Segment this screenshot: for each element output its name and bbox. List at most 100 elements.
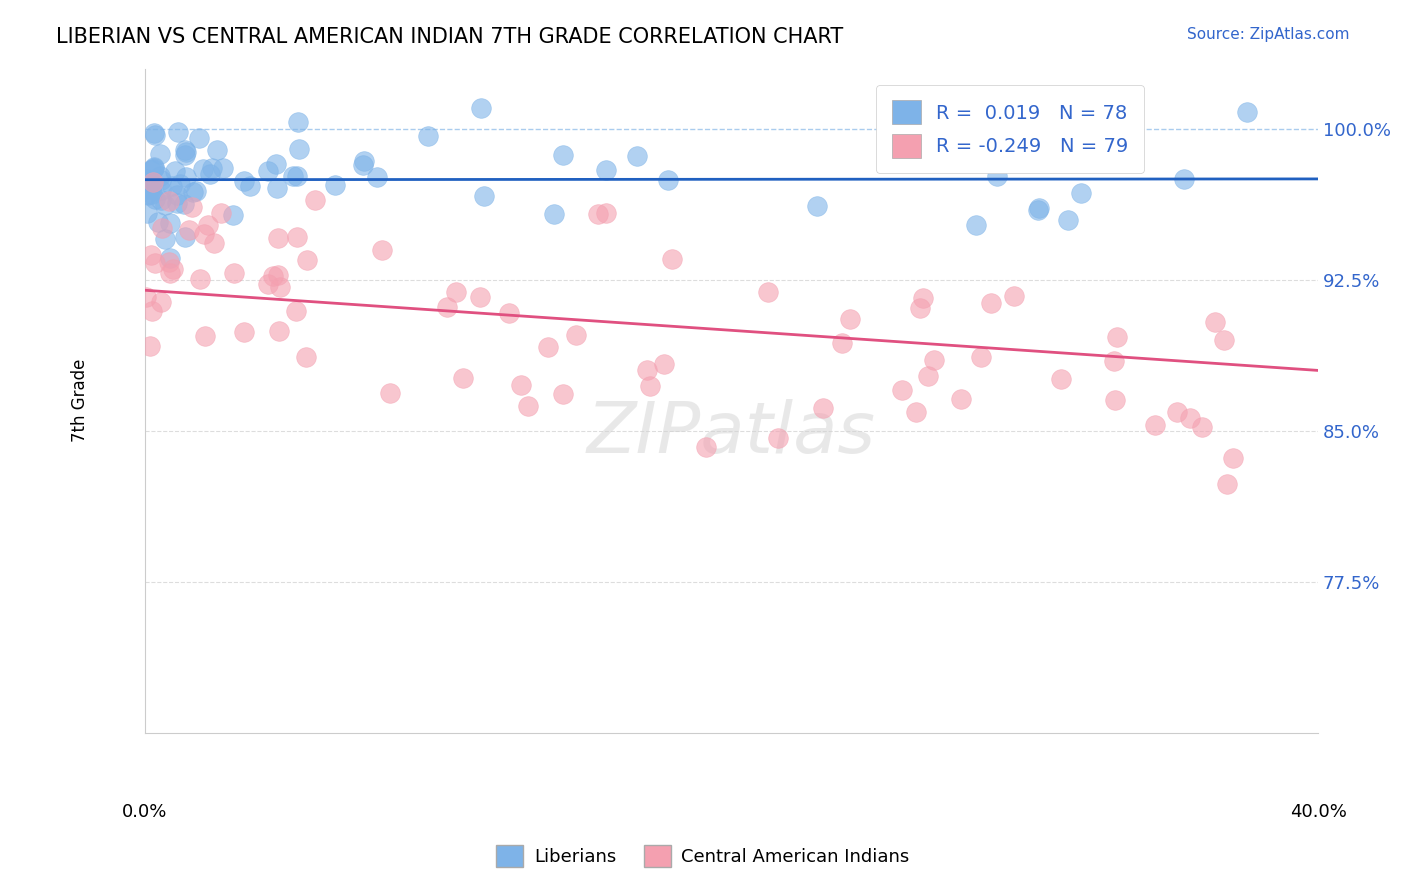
Liberians bbox=[141, 186, 163, 201]
Central American Indians bbox=[756, 285, 779, 299]
Liberians bbox=[257, 164, 280, 178]
Central American Indians bbox=[177, 223, 200, 237]
Central American Indians bbox=[766, 431, 789, 445]
Liberians bbox=[1236, 104, 1258, 119]
Central American Indians bbox=[910, 301, 932, 315]
Liberians bbox=[143, 192, 166, 206]
Liberians bbox=[159, 216, 181, 230]
Liberians bbox=[288, 142, 311, 156]
Liberians bbox=[142, 160, 165, 174]
Text: 40.0%: 40.0% bbox=[1289, 803, 1347, 821]
Central American Indians bbox=[378, 386, 401, 401]
Central American Indians bbox=[1050, 372, 1073, 386]
Liberians bbox=[181, 185, 204, 199]
Liberians bbox=[174, 145, 197, 159]
Central American Indians bbox=[188, 272, 211, 286]
Central American Indians bbox=[831, 336, 853, 351]
Liberians bbox=[166, 196, 188, 211]
Liberians bbox=[232, 174, 254, 188]
Liberians bbox=[153, 232, 176, 246]
Central American Indians bbox=[209, 206, 232, 220]
Central American Indians bbox=[586, 207, 609, 221]
Liberians bbox=[285, 169, 308, 183]
Liberians bbox=[986, 169, 1008, 183]
Liberians bbox=[174, 147, 197, 161]
Central American Indians bbox=[269, 280, 291, 294]
Central American Indians bbox=[537, 341, 560, 355]
Liberians bbox=[353, 154, 375, 169]
Central American Indians bbox=[150, 221, 173, 235]
Central American Indians bbox=[262, 268, 284, 283]
Text: 0.0%: 0.0% bbox=[122, 803, 167, 821]
Central American Indians bbox=[595, 206, 617, 220]
Central American Indians bbox=[510, 378, 533, 392]
Central American Indians bbox=[267, 268, 290, 282]
Central American Indians bbox=[157, 254, 180, 268]
Central American Indians bbox=[162, 262, 184, 277]
Central American Indians bbox=[436, 300, 458, 314]
Central American Indians bbox=[661, 252, 683, 266]
Liberians bbox=[159, 252, 181, 266]
Liberians bbox=[142, 126, 165, 140]
Central American Indians bbox=[838, 312, 860, 326]
Liberians bbox=[135, 174, 157, 188]
Central American Indians bbox=[295, 253, 318, 268]
Central American Indians bbox=[139, 339, 162, 353]
Liberians bbox=[239, 179, 262, 194]
Central American Indians bbox=[891, 383, 914, 397]
Liberians bbox=[201, 161, 224, 176]
Liberians bbox=[281, 169, 304, 183]
Liberians bbox=[1026, 203, 1049, 218]
Liberians bbox=[163, 164, 186, 178]
Central American Indians bbox=[181, 200, 204, 214]
Central American Indians bbox=[371, 243, 394, 257]
Central American Indians bbox=[295, 350, 318, 364]
Central American Indians bbox=[142, 175, 165, 189]
Central American Indians bbox=[1143, 418, 1166, 433]
Liberians bbox=[553, 148, 575, 162]
Central American Indians bbox=[285, 230, 308, 244]
Central American Indians bbox=[470, 290, 492, 304]
Liberians bbox=[149, 194, 172, 208]
Liberians bbox=[626, 149, 648, 163]
Central American Indians bbox=[1222, 450, 1244, 465]
Liberians bbox=[146, 215, 169, 229]
Liberians bbox=[264, 156, 287, 170]
Legend: Liberians, Central American Indians: Liberians, Central American Indians bbox=[489, 838, 917, 874]
Liberians bbox=[323, 178, 346, 192]
Central American Indians bbox=[444, 285, 467, 299]
Liberians bbox=[352, 158, 374, 172]
Central American Indians bbox=[267, 231, 290, 245]
Central American Indians bbox=[143, 256, 166, 270]
Liberians bbox=[472, 189, 495, 203]
Text: Source: ZipAtlas.com: Source: ZipAtlas.com bbox=[1187, 27, 1350, 42]
Text: ZIPatlas: ZIPatlas bbox=[586, 400, 876, 468]
Central American Indians bbox=[197, 218, 219, 232]
Liberians bbox=[135, 187, 157, 202]
Central American Indians bbox=[950, 392, 973, 406]
Liberians bbox=[191, 162, 214, 177]
Liberians bbox=[136, 188, 159, 202]
Liberians bbox=[287, 115, 309, 129]
Central American Indians bbox=[1191, 419, 1213, 434]
Central American Indians bbox=[193, 227, 215, 241]
Liberians bbox=[149, 147, 172, 161]
Central American Indians bbox=[135, 290, 157, 304]
Central American Indians bbox=[157, 194, 180, 208]
Liberians bbox=[166, 187, 188, 202]
Central American Indians bbox=[911, 291, 934, 305]
Central American Indians bbox=[1204, 315, 1226, 329]
Liberians bbox=[149, 173, 172, 187]
Liberians bbox=[222, 208, 245, 222]
Central American Indians bbox=[1213, 333, 1236, 347]
Central American Indians bbox=[150, 295, 173, 310]
Central American Indians bbox=[304, 194, 326, 208]
Liberians bbox=[160, 178, 183, 193]
Liberians bbox=[806, 199, 828, 213]
Central American Indians bbox=[970, 350, 993, 364]
Liberians bbox=[366, 170, 388, 185]
Central American Indians bbox=[636, 363, 658, 377]
Central American Indians bbox=[1002, 289, 1025, 303]
Liberians bbox=[416, 129, 439, 144]
Liberians bbox=[207, 143, 229, 157]
